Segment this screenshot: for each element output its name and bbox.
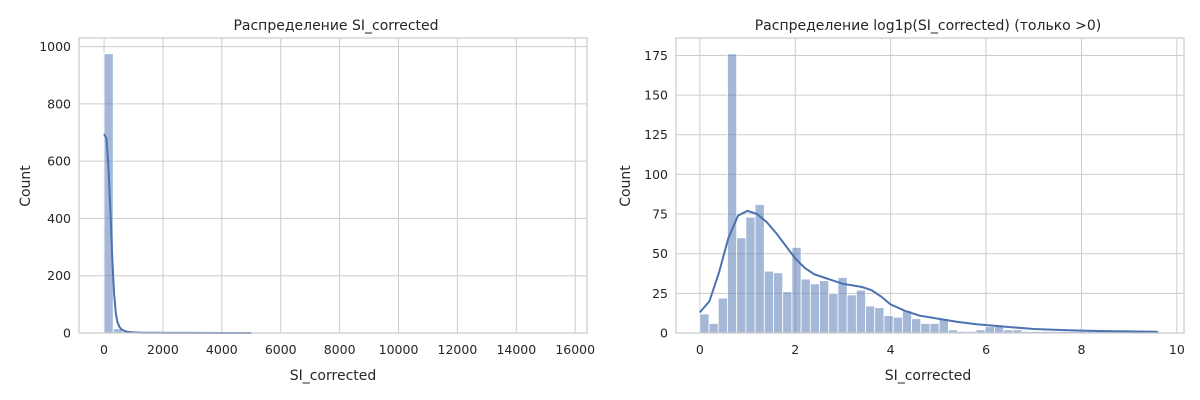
histogram-bar bbox=[837, 277, 848, 334]
histogram-bar bbox=[984, 326, 995, 334]
y-tick-label: 0 bbox=[660, 326, 668, 341]
x-axis-label: SI_corrected bbox=[290, 368, 377, 384]
x-axis-label: SI_corrected bbox=[885, 368, 972, 384]
y-tick-label: 600 bbox=[47, 154, 71, 169]
plot-frame bbox=[675, 37, 1185, 334]
histogram-bar bbox=[911, 318, 922, 334]
y-tick-label: 200 bbox=[47, 268, 71, 283]
histogram-bar bbox=[782, 291, 793, 334]
y-tick-label: 175 bbox=[644, 48, 668, 63]
histogram-bar bbox=[828, 292, 839, 334]
y-tick-label: 800 bbox=[47, 96, 71, 111]
y-tick-label: 50 bbox=[652, 246, 668, 261]
histogram-bar bbox=[717, 297, 728, 334]
x-tick-label: 10 bbox=[1169, 342, 1185, 357]
histogram-bar bbox=[929, 323, 940, 334]
x-tick-label: 8000 bbox=[324, 342, 356, 357]
y-tick-label: 75 bbox=[652, 207, 668, 222]
x-tick-label: 12000 bbox=[438, 342, 478, 357]
histogram-bar bbox=[874, 307, 885, 334]
kde-line bbox=[699, 209, 1158, 333]
chart-log1p-si-corrected: Распределение log1p(SI_corrected) (тольк… bbox=[618, 18, 1185, 384]
histogram-bar bbox=[727, 53, 738, 334]
histogram-bar bbox=[920, 323, 931, 334]
histogram-bar bbox=[103, 53, 114, 334]
y-tick-label: 150 bbox=[644, 88, 668, 103]
histogram-bar bbox=[736, 237, 747, 334]
y-tick-label: 125 bbox=[644, 127, 668, 142]
y-axis-label: Count bbox=[18, 165, 34, 207]
y-axis-label: Count bbox=[618, 165, 634, 207]
x-tick-label: 6000 bbox=[265, 342, 297, 357]
kde-line bbox=[103, 133, 252, 334]
chart-title: Распределение SI_corrected bbox=[233, 18, 438, 34]
histogram-bar bbox=[809, 283, 820, 334]
histogram-bar bbox=[865, 305, 876, 334]
histogram-bar bbox=[901, 310, 912, 334]
x-tick-label: 8 bbox=[1077, 342, 1085, 357]
x-tick-label: 0 bbox=[100, 342, 108, 357]
histogram-bar bbox=[846, 294, 857, 334]
x-tick-label: 0 bbox=[696, 342, 704, 357]
y-tick-label: 25 bbox=[652, 286, 668, 301]
chart-si-corrected: Распределение SI_corrected 0 2000 4000 6000… bbox=[18, 18, 595, 384]
chart-title: Распределение log1p(SI_corrected) (тольк… bbox=[755, 18, 1102, 34]
y-tick-label: 400 bbox=[47, 211, 71, 226]
y-tick-label: 100 bbox=[644, 167, 668, 182]
x-tick-label: 14000 bbox=[496, 342, 536, 357]
x-tick-label: 4 bbox=[887, 342, 895, 357]
histogram-bar bbox=[883, 315, 894, 334]
x-tick-label: 2000 bbox=[147, 342, 179, 357]
x-tick-label: 2 bbox=[791, 342, 799, 357]
histogram-bar bbox=[800, 278, 811, 334]
histogram-bar bbox=[699, 313, 710, 334]
x-tick-label: 10000 bbox=[379, 342, 419, 357]
histogram-bar bbox=[708, 323, 719, 334]
histogram-bar bbox=[763, 270, 774, 334]
x-tick-label: 16000 bbox=[555, 342, 595, 357]
histogram-bar bbox=[745, 216, 756, 334]
y-tick-label: 0 bbox=[63, 326, 71, 341]
y-tick-label: 1000 bbox=[39, 39, 71, 54]
histogram-bar bbox=[819, 280, 830, 334]
histogram-bar bbox=[754, 204, 765, 334]
plot-frame bbox=[78, 37, 588, 334]
histogram-bar bbox=[773, 272, 784, 334]
x-tick-label: 6 bbox=[982, 342, 990, 357]
histogram-bar bbox=[855, 289, 866, 334]
x-tick-label: 4000 bbox=[206, 342, 238, 357]
histogram-bar bbox=[892, 316, 903, 334]
